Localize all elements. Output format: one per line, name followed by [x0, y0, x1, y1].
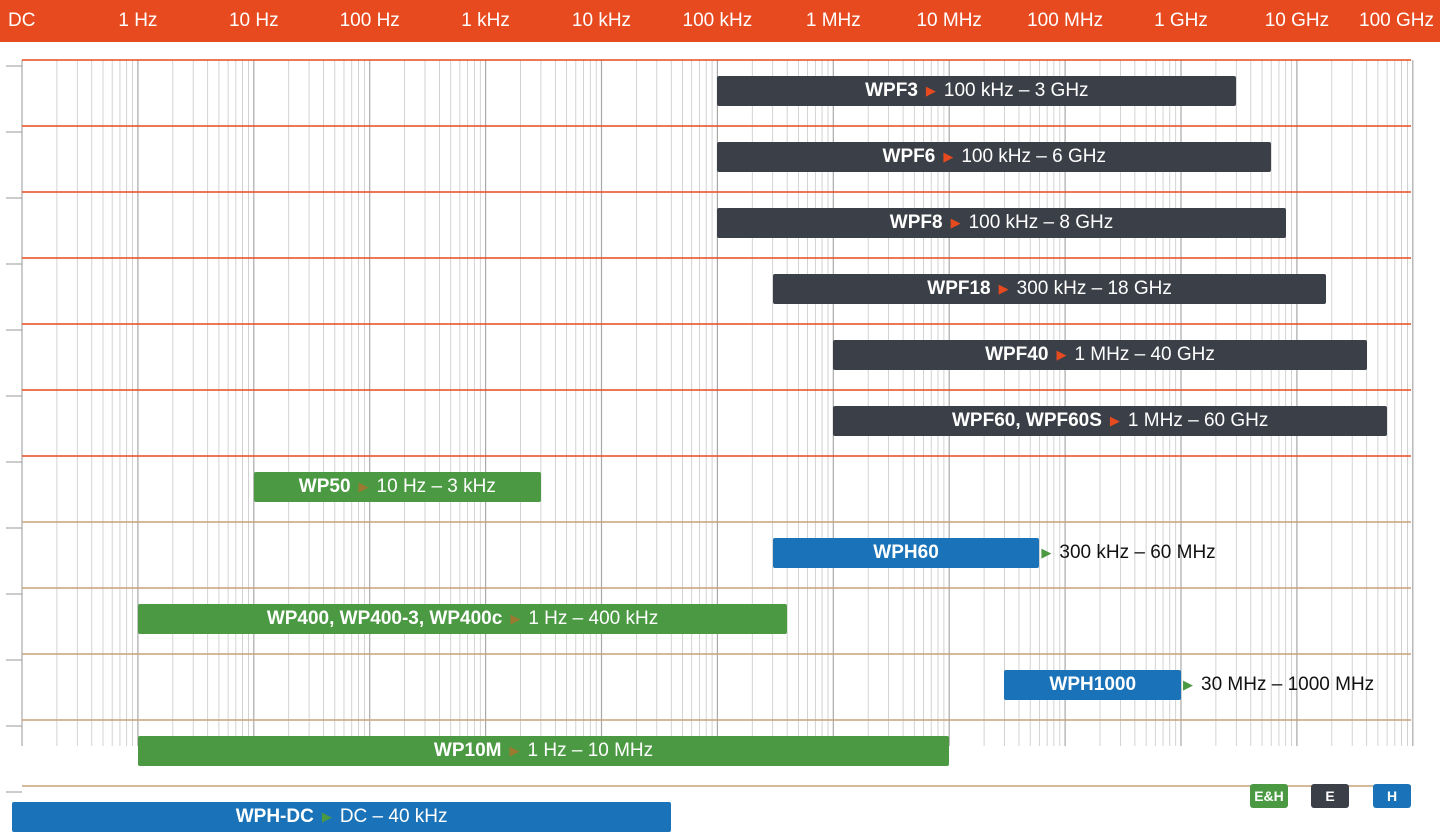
product-name: WPF3	[865, 80, 918, 101]
tick-label: 100 Hz	[339, 10, 400, 31]
product-name: WPF8	[889, 212, 943, 233]
frequency-range: 1 Hz – 10 MHz	[527, 740, 654, 761]
product-bar: WP10M ▶ 1 Hz – 10 MHz	[137, 736, 950, 766]
tick-label: 10 Hz	[228, 10, 279, 31]
tick-label: 100 MHz	[1027, 10, 1104, 31]
frequency-axis-header	[0, 0, 1440, 42]
product-name: WPH1000	[1049, 674, 1137, 695]
legend-label: E	[1325, 788, 1335, 804]
play-arrow-icon: ▶	[358, 479, 369, 494]
frequency-range: 1 MHz – 40 GHz	[1074, 344, 1215, 365]
tick-label: 1 kHz	[461, 10, 510, 31]
frequency-range: 30 MHz – 1000 MHz	[1201, 674, 1375, 695]
legend-chip-e: E	[1311, 784, 1349, 808]
product-name: WP50	[298, 476, 351, 497]
frequency-range: 1 Hz – 400 kHz	[528, 608, 659, 629]
frequency-range: DC – 40 kHz	[339, 806, 448, 827]
play-arrow-icon: ▶	[925, 83, 936, 98]
product-bar: WPH60	[772, 538, 1040, 568]
product-bar: WPF8 ▶ 100 kHz – 8 GHz	[717, 208, 1286, 238]
product-name: WPF18	[927, 278, 991, 299]
tick-label: DC	[8, 10, 36, 31]
play-arrow-icon: ▶	[510, 611, 521, 626]
product-bar: WPF40 ▶ 1 MHz – 40 GHz	[833, 340, 1367, 370]
frequency-range: 100 kHz – 3 GHz	[943, 80, 1089, 101]
play-arrow-icon: ▶	[998, 281, 1009, 296]
product-name: WPH60	[873, 542, 939, 563]
product-name: WP10M	[433, 740, 502, 761]
frequency-range: 1 MHz – 60 GHz	[1127, 410, 1269, 431]
tick-label: 100 GHz	[1359, 10, 1434, 31]
legend-chip-eh: E&H	[1250, 784, 1288, 808]
product-bar: WPF60, WPF60S ▶ 1 MHz – 60 GHz	[833, 406, 1388, 436]
play-arrow-icon: ▶	[1109, 413, 1120, 428]
tick-label: 1 GHz	[1154, 10, 1208, 31]
product-bar: WPF6 ▶ 100 kHz – 6 GHz	[717, 142, 1272, 172]
play-arrow-icon: ▶	[1056, 347, 1067, 362]
play-arrow-icon: ▶	[509, 743, 520, 758]
play-arrow-icon: ▶	[321, 809, 332, 824]
tick-label: 10 kHz	[571, 10, 632, 31]
frequency-range: 100 kHz – 8 GHz	[968, 212, 1114, 233]
frequency-range: 300 kHz – 60 MHz	[1059, 542, 1216, 563]
tick-label: 1 Hz	[118, 10, 158, 31]
outside-range-label: ▶ 300 kHz – 60 MHz	[1041, 538, 1215, 568]
product-name: WP400, WP400-3, WP400c	[266, 608, 503, 629]
legend-label: H	[1386, 788, 1398, 804]
legend-chip-h: H	[1373, 784, 1411, 808]
outside-range-label: ▶ 30 MHz – 1000 MHz	[1183, 670, 1374, 700]
product-name: WPF40	[985, 344, 1049, 365]
tick-label: 10 GHz	[1264, 10, 1330, 31]
product-bar: WPF18 ▶ 300 kHz – 18 GHz	[772, 274, 1327, 304]
product-name: WPF60, WPF60S	[952, 410, 1102, 431]
product-name: WPF6	[882, 146, 936, 167]
product-bar: WPH1000	[1004, 670, 1181, 700]
legend-label: E&H	[1254, 788, 1284, 804]
tick-label: 100 kHz	[682, 10, 753, 31]
product-bar: WP400, WP400-3, WP400c ▶ 1 Hz – 400 kHz	[137, 604, 788, 634]
product-bar: WPF3 ▶ 100 kHz – 3 GHz	[717, 76, 1237, 106]
play-arrow-icon: ▶	[1183, 677, 1193, 692]
play-arrow-icon: ▶	[943, 149, 954, 164]
frequency-range: 100 kHz – 6 GHz	[961, 146, 1106, 167]
tick-label: 1 MHz	[805, 10, 861, 31]
frequency-range: 300 kHz – 18 GHz	[1016, 278, 1172, 299]
tick-label: 10 MHz	[916, 10, 982, 31]
product-bar: WP50 ▶ 10 Hz – 3 kHz	[253, 472, 541, 502]
product-name: WPH-DC	[235, 806, 314, 827]
play-arrow-icon: ▶	[950, 215, 961, 230]
frequency-range: 10 Hz – 3 kHz	[376, 476, 496, 497]
play-arrow-icon: ▶	[1041, 545, 1052, 560]
product-bar: WPH-DC ▶ DC – 40 kHz	[12, 802, 672, 832]
